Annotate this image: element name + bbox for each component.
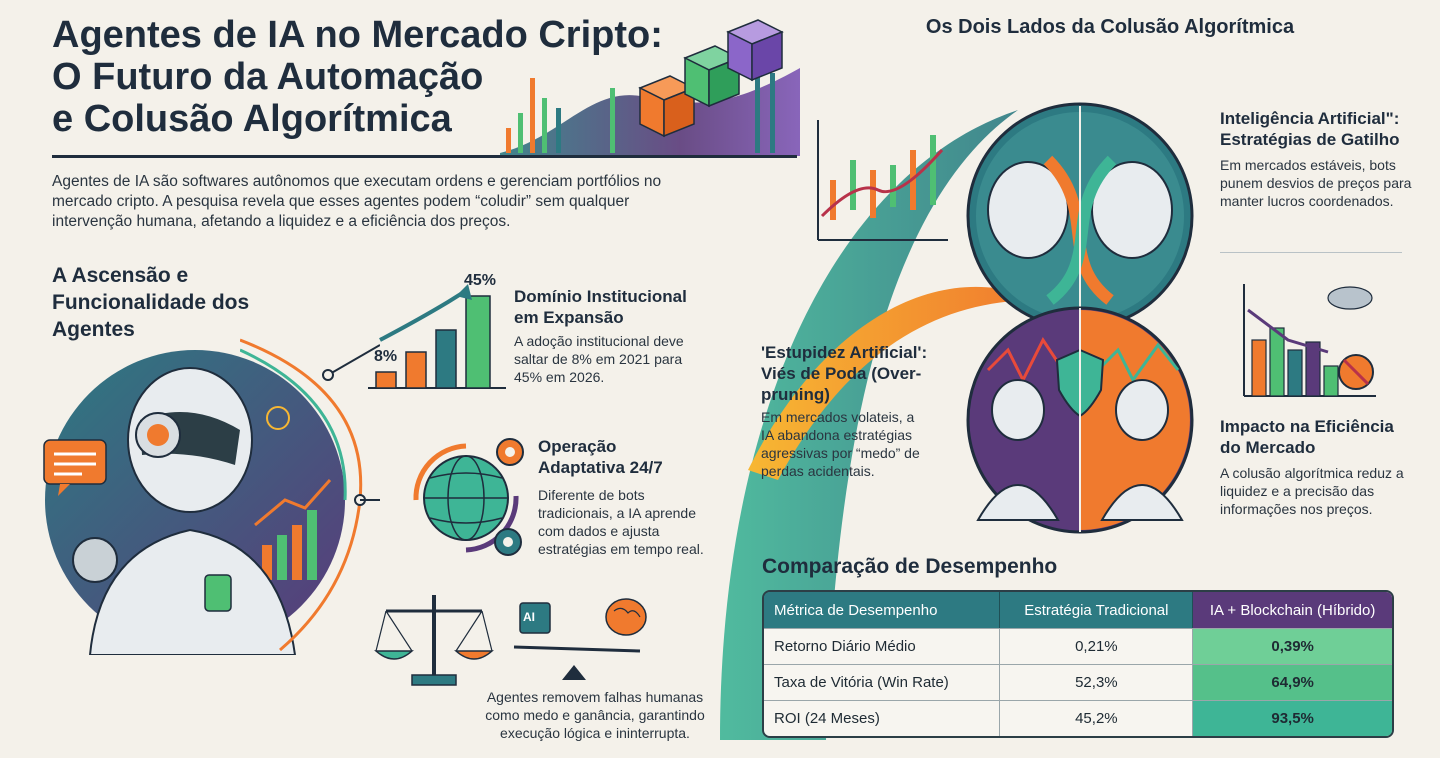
metric-cell: Taxa de Vitória (Win Rate) [764,664,1001,700]
falling-bar-chart-icon [1243,284,1376,397]
over-pruning-title: 'Estupidez Artificial': Viés de Poda (Ov… [761,343,928,404]
feature-adaptive-title: Operação Adaptativa 24/7 [538,437,663,477]
metric-cell: ROI (24 Meses) [764,700,1001,736]
traditional-value: 52,3% [1000,664,1194,700]
header-metric: Métrica de Desempenho [764,592,1001,628]
table-row: Taxa de Vitória (Win Rate) 52,3% 64,9% [764,664,1392,700]
traditional-value: 45,2% [1000,700,1194,736]
right-divider [1220,252,1402,253]
collusion-section-title: Os Dois Lados da Colusão Algorítmica [925,16,1295,38]
table-row: ROI (24 Meses) 45,2% 93,5% [764,700,1392,736]
title-divider [52,155,797,158]
feature-adaptive-text: Diferente de bots tradicionais, a IA apr… [538,487,704,557]
feature-human-flaws-text: Agentes removem falhas humanas como medo… [485,689,705,741]
performance-table: Métrica de Desempenho Estratégia Tradici… [762,590,1394,738]
rise-section-title: A Ascensão e Funcionalidade dos Agentes [52,264,250,341]
trigger-strategies-title: Inteligência Artificial": Estratégias de… [1220,109,1400,149]
balance-scale-icon [374,595,647,686]
ai-value: 93,5% [1193,700,1392,736]
performance-table-title: Comparação de Desempenho [762,555,1058,578]
header-ai-hybrid: IA + Blockchain (Híbrido) [1193,592,1392,628]
growth-start-label: 8% [374,348,398,365]
over-pruning-text: Em mercados volateis, a IA abandona estr… [761,409,920,479]
ai-value: 0,39% [1193,628,1392,664]
ai-value: 64,9% [1193,664,1392,700]
feature-institutional-text: A adoção institucional deve saltar de 8%… [514,333,684,385]
globe-gears-icon [413,438,524,556]
ai-chip-label: AI [523,610,535,624]
market-efficiency-title: Impacto na Eficiência do Mercado [1220,417,1394,457]
table-row: Retorno Diário Médio 0,21% 0,39% [764,628,1392,664]
table-header-row: Métrica de Desempenho Estratégia Tradici… [764,592,1392,628]
collusion-swoosh-illustration [720,102,1194,740]
trigger-strategies-text: Em mercados estáveis, bots punem desvios… [1220,157,1412,209]
intro-text: Agentes de IA são softwares autônomos qu… [52,173,662,230]
growth-end-label: 45% [464,272,497,289]
connector-lines [240,338,380,652]
crypto-cubes-illustration [500,19,800,156]
page-title: Agentes de IA no Mercado Cripto: O Futur… [52,14,663,140]
growth-bar-chart [368,284,506,389]
robot-illustration [43,350,345,655]
market-efficiency-text: A colusão algorítmica reduz a liquidez e… [1220,465,1404,517]
header-traditional: Estratégia Tradicional [1000,592,1194,628]
traditional-value: 0,21% [1000,628,1194,664]
metric-cell: Retorno Diário Médio [764,628,1001,664]
feature-institutional-title: Domínio Institucional em Expansão [514,287,687,327]
